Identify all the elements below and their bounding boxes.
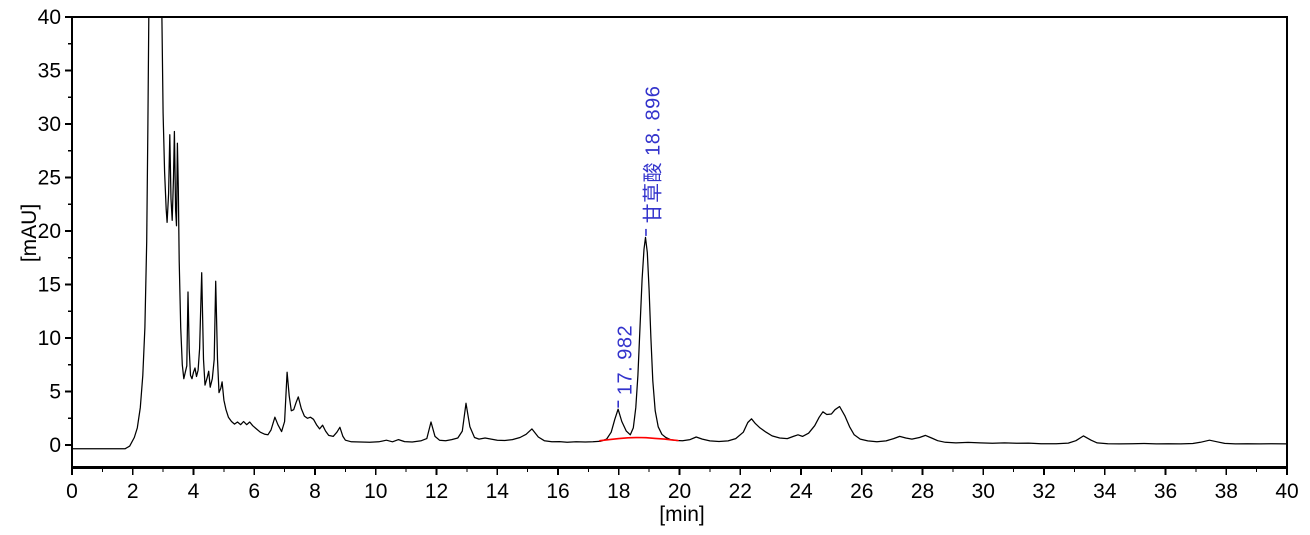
detector-signal-trace — [72, 17, 1287, 450]
x-axis-title: [min] — [659, 503, 705, 526]
y-tick-label: 25 — [38, 167, 61, 190]
y-tick-label: 10 — [38, 327, 61, 350]
x-tick-label: 22 — [729, 480, 752, 503]
x-tick-label: 32 — [1032, 480, 1055, 503]
y-tick-label: 5 — [49, 381, 61, 404]
x-tick-label: 28 — [911, 480, 934, 503]
x-tick-label: 0 — [66, 480, 78, 503]
y-tick-label: 15 — [38, 274, 61, 297]
x-tick-label: 34 — [1093, 480, 1117, 503]
series-group — [72, 17, 1287, 450]
x-tick-label: 20 — [668, 480, 691, 503]
x-tick-label: 36 — [1154, 480, 1177, 503]
x-axis: 0 2 4 6 8 10 12 14 16 18 20 22 24 26 28 30 32 34 36 38 40 — [66, 468, 1299, 503]
y-tick-label: 35 — [38, 60, 61, 83]
x-tick-label: 24 — [789, 480, 813, 503]
y-tick-label: 0 — [49, 434, 61, 457]
plot-frame — [71, 16, 1288, 469]
x-tick-label: 12 — [425, 480, 448, 503]
x-tick-label: 18 — [607, 480, 630, 503]
x-tick-label: 26 — [850, 480, 873, 503]
x-tick-label: 38 — [1215, 480, 1238, 503]
x-tick-label: 2 — [127, 480, 139, 503]
x-tick-label: 6 — [248, 480, 260, 503]
y-tick-label: 20 — [38, 220, 61, 243]
y-tick-label: 40 — [38, 6, 61, 29]
peak-annotations: 17. 982 甘草酸 18. 896 — [615, 86, 664, 408]
peak-label: 甘草酸 18. 896 — [641, 86, 664, 224]
peak-label: 17. 982 — [615, 325, 637, 395]
x-tick-label: 16 — [546, 480, 569, 503]
x-tick-label: 10 — [364, 480, 387, 503]
integration-baseline-trace — [599, 436, 679, 442]
x-tick-label: 8 — [309, 480, 321, 503]
x-tick-label: 14 — [486, 480, 510, 503]
y-tick-label: 30 — [38, 113, 61, 136]
x-tick-label: 30 — [972, 480, 995, 503]
y-axis: 0 5 10 15 20 25 30 35 40 — [38, 6, 72, 457]
x-tick-label: 4 — [188, 480, 200, 503]
y-axis-title: [mAU] — [18, 203, 41, 263]
x-tick-label: 40 — [1275, 480, 1298, 503]
